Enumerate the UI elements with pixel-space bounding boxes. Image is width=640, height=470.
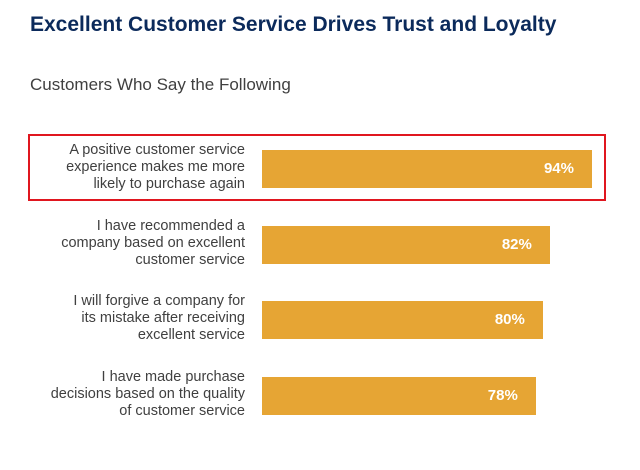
category-label: I have made purchase decisions based on t… bbox=[50, 368, 245, 419]
bar: 78% bbox=[262, 376, 536, 415]
bar-value-label: 94% bbox=[543, 160, 574, 177]
category-label: I have recommended a company based on exc… bbox=[61, 217, 245, 268]
chart-subtitle: Customers Who Say the Following bbox=[30, 75, 291, 94]
highlight-box bbox=[28, 134, 606, 201]
bar-value-label: 80% bbox=[494, 311, 525, 328]
bar-value-label: 82% bbox=[501, 235, 532, 253]
chart-title: Excellent Customer Service Drives Trust … bbox=[30, 13, 557, 36]
bar: 82% bbox=[262, 225, 550, 264]
category-label: A positive customer service experience ma… bbox=[66, 142, 245, 192]
bar-value-label: 78% bbox=[487, 386, 518, 404]
bar: 80% bbox=[262, 301, 543, 339]
bar: 94% bbox=[262, 150, 592, 188]
category-label: I will forgive a company for its mistake … bbox=[73, 293, 245, 343]
